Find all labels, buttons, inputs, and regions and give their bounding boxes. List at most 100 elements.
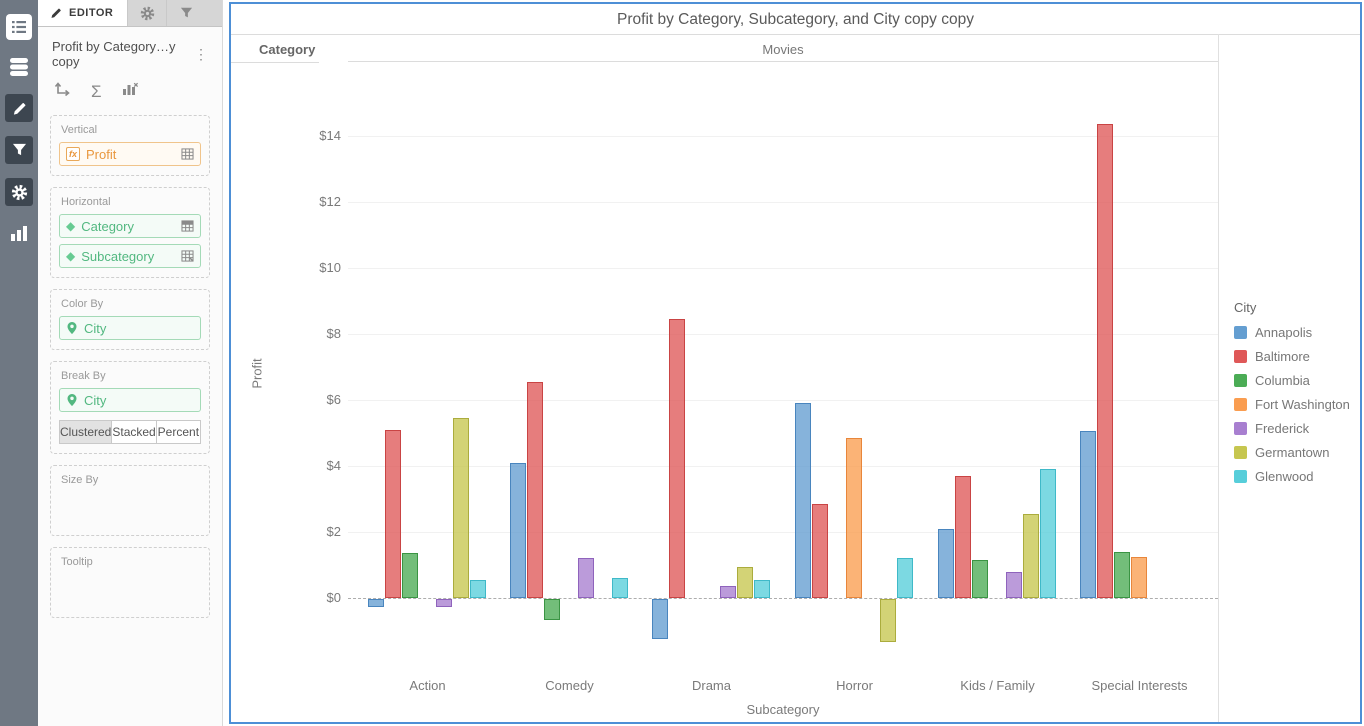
datasource-icon[interactable]: [6, 54, 32, 80]
edit-pencil-icon[interactable]: [5, 94, 33, 122]
tab-editor-label: EDITOR: [69, 7, 113, 19]
field-label: City: [84, 321, 194, 336]
field-pill-city-color[interactable]: City: [59, 316, 201, 340]
field-pill-subcategory[interactable]: ◆ Subcategory: [59, 244, 201, 268]
bar-glenwood-4[interactable]: [1040, 469, 1056, 598]
attribute-diamond-icon: ◆: [66, 220, 75, 232]
y-axis-title: Profit: [250, 354, 265, 394]
bar-annapolis-1[interactable]: [510, 463, 526, 598]
bar-glenwood-1[interactable]: [612, 578, 628, 598]
app-window: EDITOR Profit by Category…y copy ⋮ Σ Ve: [0, 0, 1364, 726]
gridline: [348, 268, 1218, 269]
y-tick-label: $12: [289, 194, 341, 209]
legend-item-germantown[interactable]: Germantown: [1234, 445, 1350, 460]
section-label: Color By: [61, 298, 201, 310]
bar-frederick-0[interactable]: [436, 599, 452, 607]
bar-annapolis-3[interactable]: [795, 403, 811, 598]
legend-item-annapolis[interactable]: Annapolis: [1234, 325, 1350, 340]
grid-arrow-icon[interactable]: [181, 250, 194, 262]
legend-label: Columbia: [1255, 373, 1310, 388]
bar-annapolis-5[interactable]: [1080, 431, 1096, 598]
sigma-aggregate-icon[interactable]: Σ: [91, 83, 102, 100]
tab-editor[interactable]: EDITOR: [38, 0, 127, 26]
mode-stacked-button[interactable]: Stacked: [112, 420, 156, 444]
legend-label: Annapolis: [1255, 325, 1312, 340]
section-break-by: Break By City Clustered Stacked Percent: [50, 361, 210, 454]
tab-settings[interactable]: [127, 0, 166, 26]
section-label: Tooltip: [61, 556, 201, 568]
chart-bars-icon[interactable]: [6, 220, 32, 246]
y-tick-label: $4: [289, 458, 341, 473]
field-pill-category[interactable]: ◆ Category: [59, 214, 201, 238]
y-tick-label: $8: [289, 326, 341, 341]
fx-icon: fx: [66, 147, 80, 161]
header-divider-left: [231, 62, 319, 63]
legend-item-fort-washington[interactable]: Fort Washington: [1234, 397, 1350, 412]
bar-annapolis-4[interactable]: [938, 529, 954, 598]
category-header-value: Movies: [348, 42, 1218, 57]
legend-item-glenwood[interactable]: Glenwood: [1234, 469, 1350, 484]
filter-icon[interactable]: [5, 136, 33, 164]
bar-baltimore-5[interactable]: [1097, 124, 1113, 598]
swap-axes-icon[interactable]: [54, 81, 71, 102]
gear-icon: [140, 6, 155, 21]
y-tick-label: $10: [289, 260, 341, 275]
kebab-menu-icon[interactable]: ⋮: [192, 47, 210, 61]
bar-germantown-2[interactable]: [737, 567, 753, 598]
legend-swatch: [1234, 422, 1247, 435]
bar-columbia-4[interactable]: [972, 560, 988, 598]
legend-item-frederick[interactable]: Frederick: [1234, 421, 1350, 436]
bar-fort-washington-5[interactable]: [1131, 557, 1147, 598]
section-tooltip[interactable]: Tooltip: [50, 547, 210, 618]
section-vertical: Vertical fx Profit: [50, 115, 210, 176]
bar-columbia-5[interactable]: [1114, 552, 1130, 598]
bar-germantown-0[interactable]: [453, 418, 469, 598]
bar-fort-washington-3[interactable]: [846, 438, 862, 598]
section-size-by[interactable]: Size By: [50, 465, 210, 536]
grid-icon[interactable]: [181, 148, 194, 160]
mode-clustered-button[interactable]: Clustered: [59, 420, 112, 444]
bar-germantown-4[interactable]: [1023, 514, 1039, 598]
legend-label: Glenwood: [1255, 469, 1314, 484]
bar-columbia-0[interactable]: [402, 553, 418, 598]
section-label: Horizontal: [61, 196, 201, 208]
bar-glenwood-3[interactable]: [897, 558, 913, 598]
legend-item-baltimore[interactable]: Baltimore: [1234, 349, 1350, 364]
field-pill-profit[interactable]: fx Profit: [59, 142, 201, 166]
y-tick-label: $0: [289, 590, 341, 605]
map-pin-icon: [66, 321, 78, 335]
bar-annapolis-2[interactable]: [652, 599, 668, 639]
list-icon[interactable]: [6, 14, 32, 40]
grid-icon[interactable]: [181, 220, 194, 232]
bar-columbia-1[interactable]: [544, 599, 560, 620]
gridline: [348, 334, 1218, 335]
mode-percent-button[interactable]: Percent: [157, 420, 201, 444]
bar-baltimore-0[interactable]: [385, 430, 401, 598]
bar-frederick-1[interactable]: [578, 558, 594, 598]
chart-axis-settings-icon[interactable]: [122, 82, 139, 102]
tab-filters[interactable]: [166, 0, 205, 26]
bar-glenwood-0[interactable]: [470, 580, 486, 598]
section-color-by: Color By City: [50, 289, 210, 350]
bar-baltimore-3[interactable]: [812, 504, 828, 598]
field-pill-city-break[interactable]: City: [59, 388, 201, 412]
legend-item-columbia[interactable]: Columbia: [1234, 373, 1350, 388]
bar-frederick-2[interactable]: [720, 586, 736, 598]
section-label: Size By: [61, 474, 201, 486]
y-tick-label: $2: [289, 524, 341, 539]
pencil-icon: [50, 7, 62, 19]
bar-glenwood-2[interactable]: [754, 580, 770, 598]
field-label: Category: [81, 219, 175, 234]
bar-annapolis-0[interactable]: [368, 599, 384, 607]
gear-icon[interactable]: [5, 178, 33, 206]
editor-toolbar: Σ: [38, 69, 222, 104]
legend-divider: [1218, 34, 1219, 722]
bar-baltimore-2[interactable]: [669, 319, 685, 598]
bar-baltimore-1[interactable]: [527, 382, 543, 598]
bar-frederick-4[interactable]: [1006, 572, 1022, 598]
zero-baseline: [348, 598, 1218, 599]
bar-germantown-3[interactable]: [880, 599, 896, 642]
title-divider: [231, 34, 1360, 35]
chart-panel: Profit by Category, Subcategory, and Cit…: [229, 2, 1362, 724]
bar-baltimore-4[interactable]: [955, 476, 971, 598]
